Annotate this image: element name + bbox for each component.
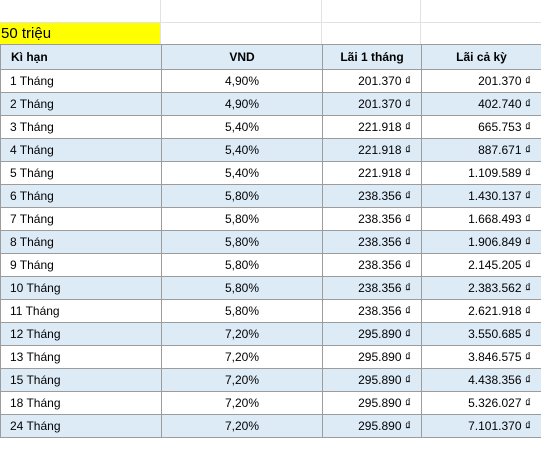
cell-total-interest[interactable]: 665.753 ₫ xyxy=(421,115,541,139)
cell-monthly-interest[interactable]: 201.370 ₫ xyxy=(322,69,422,93)
cell-total-interest[interactable]: 3.846.575 ₫ xyxy=(421,345,541,369)
cell-rate[interactable]: 5,40% xyxy=(161,115,323,139)
cell-total-interest[interactable]: 201.370 ₫ xyxy=(421,69,541,93)
table-row: 5 Tháng 5,40% 221.918 ₫ 1.109.589 ₫ xyxy=(0,161,541,185)
cell-term[interactable]: 15 Tháng xyxy=(0,368,162,392)
cell-term[interactable]: 3 Tháng xyxy=(0,115,162,139)
cell-monthly-interest[interactable]: 295.890 ₫ xyxy=(322,391,422,415)
cell-monthly-interest[interactable]: 238.356 ₫ xyxy=(322,299,422,323)
cell-term[interactable]: 8 Tháng xyxy=(0,230,162,254)
title-cell[interactable]: 50 triệu xyxy=(0,23,160,44)
cell-rate[interactable]: 5,80% xyxy=(161,253,323,277)
cell-term[interactable]: 24 Tháng xyxy=(0,414,162,438)
cell-monthly-interest[interactable]: 221.918 ₫ xyxy=(322,161,422,185)
cell-monthly-interest[interactable]: 238.356 ₫ xyxy=(322,253,422,277)
table-row: 11 Tháng 5,80% 238.356 ₫ 2.621.918 ₫ xyxy=(0,299,541,323)
cell-monthly-interest[interactable]: 295.890 ₫ xyxy=(322,345,422,369)
cell-rate[interactable]: 5,40% xyxy=(161,161,323,185)
cell-term[interactable]: 4 Tháng xyxy=(0,138,162,162)
table-body: 1 Tháng 4,90% 201.370 ₫ 201.370 ₫ 2 Tháng 4,9… xyxy=(0,69,541,438)
table-row: 12 Tháng 7,20% 295.890 ₫ 3.550.685 ₫ xyxy=(0,322,541,346)
cell-monthly-interest[interactable]: 295.890 ₫ xyxy=(322,414,422,438)
cell-total-interest[interactable]: 2.621.918 ₫ xyxy=(421,299,541,323)
cell-total-interest[interactable]: 2.383.562 ₫ xyxy=(421,276,541,300)
cell-total-interest[interactable]: 3.550.685 ₫ xyxy=(421,322,541,346)
table-row: 10 Tháng 5,80% 238.356 ₫ 2.383.562 ₫ xyxy=(0,276,541,300)
table-row: 6 Tháng 5,80% 238.356 ₫ 1.430.137 ₫ xyxy=(0,184,541,208)
cell-term[interactable]: 9 Tháng xyxy=(0,253,162,277)
cell-term[interactable]: 18 Tháng xyxy=(0,391,162,415)
cell-rate[interactable]: 5,40% xyxy=(161,138,323,162)
table-row: 7 Tháng 5,80% 238.356 ₫ 1.668.493 ₫ xyxy=(0,207,541,231)
table-header-row: Kì hạn VND Lãi 1 tháng Lãi cả kỳ xyxy=(0,44,541,70)
cell-total-interest[interactable]: 1.906.849 ₫ xyxy=(421,230,541,254)
cell-monthly-interest[interactable]: 221.918 ₫ xyxy=(322,115,422,139)
cell-total-interest[interactable]: 4.438.356 ₫ xyxy=(421,368,541,392)
cell-rate[interactable]: 7,20% xyxy=(161,391,323,415)
cell-monthly-interest[interactable]: 201.370 ₫ xyxy=(322,92,422,116)
table-row: 4 Tháng 5,40% 221.918 ₫ 887.671 ₫ xyxy=(0,138,541,162)
cell-monthly-interest[interactable]: 238.356 ₫ xyxy=(322,276,422,300)
table-row: 8 Tháng 5,80% 238.356 ₫ 1.906.849 ₫ xyxy=(0,230,541,254)
cell-total-interest[interactable]: 1.668.493 ₫ xyxy=(421,207,541,231)
cell-term[interactable]: 12 Tháng xyxy=(0,322,162,346)
cell-term[interactable]: 1 Tháng xyxy=(0,69,162,93)
table-row: 9 Tháng 5,80% 238.356 ₫ 2.145.205 ₫ xyxy=(0,253,541,277)
cell-rate[interactable]: 4,90% xyxy=(161,69,323,93)
cell-monthly-interest[interactable]: 221.918 ₫ xyxy=(322,138,422,162)
table-row: 13 Tháng 7,20% 295.890 ₫ 3.846.575 ₫ xyxy=(0,345,541,369)
cell-total-interest[interactable]: 2.145.205 ₫ xyxy=(421,253,541,277)
table-row: 15 Tháng 7,20% 295.890 ₫ 4.438.356 ₫ xyxy=(0,368,541,392)
cell-term[interactable]: 5 Tháng xyxy=(0,161,162,185)
cell-term[interactable]: 6 Tháng xyxy=(0,184,162,208)
cell-monthly-interest[interactable]: 238.356 ₫ xyxy=(322,184,422,208)
table-row: 1 Tháng 4,90% 201.370 ₫ 201.370 ₫ xyxy=(0,69,541,93)
cell-total-interest[interactable]: 402.740 ₫ xyxy=(421,92,541,116)
cell-rate[interactable]: 5,80% xyxy=(161,207,323,231)
cell-term[interactable]: 10 Tháng xyxy=(0,276,162,300)
table-row: 18 Tháng 7,20% 295.890 ₫ 5.326.027 ₫ xyxy=(0,391,541,415)
cell-rate[interactable]: 7,20% xyxy=(161,322,323,346)
cell-rate[interactable]: 5,80% xyxy=(161,276,323,300)
cell-total-interest[interactable]: 1.430.137 ₫ xyxy=(421,184,541,208)
cell-monthly-interest[interactable]: 238.356 ₫ xyxy=(322,230,422,254)
cell-term[interactable]: 7 Tháng xyxy=(0,207,162,231)
header-rate[interactable]: VND xyxy=(161,44,323,70)
cell-monthly-interest[interactable]: 295.890 ₫ xyxy=(322,322,422,346)
table-row: 3 Tháng 5,40% 221.918 ₫ 665.753 ₫ xyxy=(0,115,541,139)
cell-term[interactable]: 2 Tháng xyxy=(0,92,162,116)
cell-rate[interactable]: 7,20% xyxy=(161,368,323,392)
cell-rate[interactable]: 5,80% xyxy=(161,230,323,254)
cell-monthly-interest[interactable]: 295.890 ₫ xyxy=(322,368,422,392)
cell-rate[interactable]: 7,20% xyxy=(161,414,323,438)
cell-rate[interactable]: 5,80% xyxy=(161,184,323,208)
cell-rate[interactable]: 7,20% xyxy=(161,345,323,369)
header-term[interactable]: Kì hạn xyxy=(0,44,162,70)
table-row: 24 Tháng 7,20% 295.890 ₫ 7.101.370 ₫ xyxy=(0,414,541,438)
table-row: 2 Tháng 4,90% 201.370 ₫ 402.740 ₫ xyxy=(0,92,541,116)
cell-term[interactable]: 11 Tháng xyxy=(0,299,162,323)
cell-total-interest[interactable]: 7.101.370 ₫ xyxy=(421,414,541,438)
cell-rate[interactable]: 4,90% xyxy=(161,92,323,116)
header-monthly-interest[interactable]: Lãi 1 tháng xyxy=(322,44,422,70)
cell-total-interest[interactable]: 887.671 ₫ xyxy=(421,138,541,162)
header-total-interest[interactable]: Lãi cả kỳ xyxy=(421,44,541,70)
cell-total-interest[interactable]: 5.326.027 ₫ xyxy=(421,391,541,415)
cell-term[interactable]: 13 Tháng xyxy=(0,345,162,369)
cell-total-interest[interactable]: 1.109.589 ₫ xyxy=(421,161,541,185)
cell-rate[interactable]: 5,80% xyxy=(161,299,323,323)
gridline xyxy=(0,22,541,23)
cell-monthly-interest[interactable]: 238.356 ₫ xyxy=(322,207,422,231)
interest-table: Kì hạn VND Lãi 1 tháng Lãi cả kỳ 1 Tháng… xyxy=(0,44,541,438)
